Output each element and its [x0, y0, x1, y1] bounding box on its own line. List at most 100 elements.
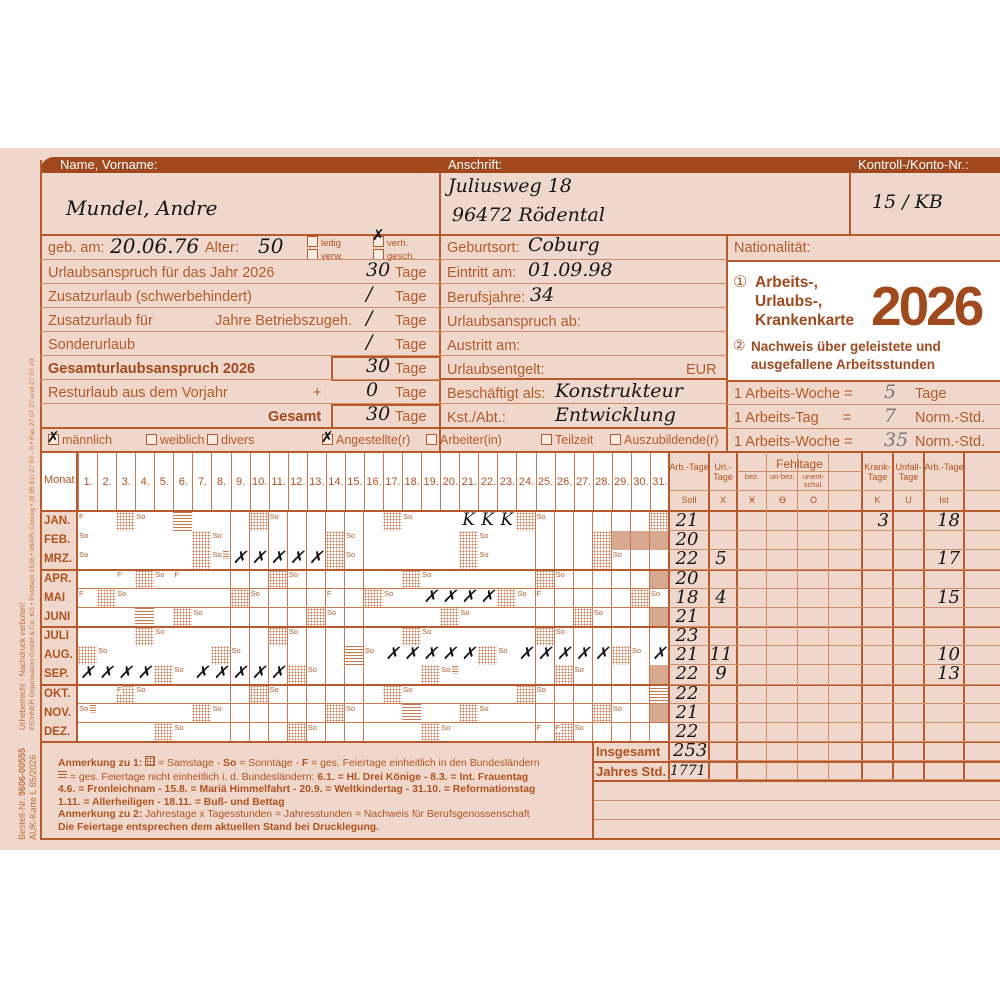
day-cell[interactable] — [192, 512, 212, 532]
day-cell[interactable] — [154, 512, 174, 532]
day-cell[interactable] — [611, 512, 632, 532]
day-cell[interactable]: ✗ — [383, 644, 403, 666]
day-cell[interactable]: So — [135, 684, 155, 705]
day-cell[interactable] — [497, 569, 517, 590]
day-cell[interactable] — [192, 531, 212, 551]
day-cell[interactable] — [154, 684, 174, 705]
day-cell[interactable] — [383, 569, 403, 590]
day-cell[interactable] — [230, 722, 251, 743]
day-cell[interactable] — [440, 607, 460, 628]
day-cell[interactable] — [554, 703, 575, 724]
day-cell[interactable] — [325, 569, 346, 590]
day-cell[interactable] — [287, 588, 308, 609]
day-cell[interactable] — [459, 703, 479, 724]
day-cell[interactable]: ✗ — [135, 663, 155, 685]
day-cell[interactable]: ✗ — [192, 663, 212, 685]
day-cell[interactable] — [249, 569, 270, 590]
day-cell[interactable] — [78, 646, 98, 666]
day-cell[interactable] — [268, 588, 289, 609]
day-cell[interactable] — [459, 684, 479, 705]
day-cell[interactable] — [192, 550, 212, 570]
day-cell[interactable] — [478, 722, 498, 743]
day-cell[interactable] — [440, 703, 460, 724]
day-cell[interactable] — [592, 722, 613, 743]
day-cell[interactable] — [344, 569, 365, 590]
day-cell[interactable] — [363, 607, 384, 628]
day-cell[interactable] — [516, 569, 537, 590]
day-cell[interactable] — [97, 531, 117, 551]
day-cell[interactable] — [440, 531, 460, 551]
day-cell[interactable] — [421, 550, 441, 570]
day-cell[interactable] — [363, 550, 384, 570]
day-cell[interactable] — [516, 550, 537, 570]
day-cell[interactable] — [497, 665, 517, 685]
day-cell[interactable] — [135, 550, 155, 570]
day-cell[interactable] — [325, 531, 346, 551]
day-cell[interactable]: ✗ — [459, 587, 479, 609]
day-cell[interactable] — [230, 703, 251, 724]
day-cell[interactable]: ✗ — [230, 548, 251, 570]
day-cell[interactable] — [173, 531, 193, 551]
marital-verw[interactable]: verw. — [307, 249, 343, 262]
day-cell[interactable] — [211, 684, 231, 705]
day-cell[interactable] — [192, 627, 212, 647]
day-cell[interactable] — [573, 684, 594, 705]
day-cell[interactable]: F — [535, 588, 556, 609]
day-cell[interactable]: So — [402, 512, 422, 532]
day-cell[interactable] — [306, 684, 327, 705]
day-cell[interactable] — [478, 665, 498, 685]
day-cell[interactable]: ✗ — [230, 663, 251, 685]
work-value-1[interactable]: 7 — [884, 405, 897, 427]
day-cell[interactable] — [230, 569, 251, 590]
day-cell[interactable] — [497, 607, 517, 628]
day-cell[interactable] — [306, 703, 327, 724]
birthplace-value[interactable]: Coburg — [528, 234, 600, 256]
day-cell[interactable]: So — [306, 665, 327, 685]
url-value[interactable]: 5 — [715, 548, 727, 570]
day-cell[interactable] — [402, 550, 422, 570]
day-cell[interactable] — [173, 646, 193, 666]
day-cell[interactable] — [78, 569, 98, 590]
day-cell[interactable] — [363, 722, 384, 743]
day-cell[interactable]: ✗ — [287, 548, 308, 570]
day-cell[interactable]: So — [173, 722, 193, 743]
day-cell[interactable]: So — [478, 703, 498, 724]
day-cell[interactable] — [383, 722, 403, 743]
day-cell[interactable] — [211, 569, 231, 590]
checkbox-auszubildender[interactable]: Auszubildende(r) — [610, 433, 719, 447]
day-cell[interactable] — [421, 703, 441, 724]
day-cell[interactable] — [306, 627, 327, 647]
marital-verh[interactable]: verh. — [372, 230, 415, 249]
day-cell[interactable]: So — [287, 627, 308, 647]
day-cell[interactable]: So — [154, 569, 174, 590]
day-cell[interactable] — [306, 569, 327, 590]
day-cell[interactable] — [154, 722, 174, 743]
day-cell[interactable] — [116, 722, 136, 743]
day-cell[interactable]: F — [554, 722, 575, 743]
day-cell[interactable] — [116, 607, 136, 628]
day-cell[interactable]: So — [211, 703, 231, 724]
day-cell[interactable] — [592, 531, 613, 551]
day-cell[interactable]: ✗ — [116, 663, 136, 685]
day-cell[interactable] — [154, 607, 174, 628]
day-cell[interactable] — [173, 607, 193, 628]
day-cell[interactable] — [344, 588, 365, 609]
soll-value[interactable]: 21 — [675, 701, 699, 723]
day-cell[interactable] — [154, 665, 174, 685]
ist-value[interactable]: 13 — [937, 663, 960, 685]
day-cell[interactable]: ✗ — [97, 663, 117, 685]
day-cell[interactable]: So — [78, 703, 98, 724]
day-cell[interactable] — [344, 665, 365, 685]
day-cell[interactable] — [383, 550, 403, 570]
day-cell[interactable] — [97, 627, 117, 647]
day-cell[interactable]: ✗ — [249, 663, 270, 685]
day-cell[interactable] — [592, 569, 613, 590]
day-cell[interactable]: So — [268, 512, 289, 532]
day-cell[interactable] — [306, 588, 327, 609]
vacation-value-5[interactable]: 0 — [366, 379, 379, 401]
day-cell[interactable] — [535, 531, 556, 551]
vacation-value-0[interactable]: 30 — [366, 259, 391, 281]
day-cell[interactable] — [97, 512, 117, 532]
day-cell[interactable]: So — [402, 684, 422, 705]
day-cell[interactable]: ✗ — [459, 644, 479, 666]
